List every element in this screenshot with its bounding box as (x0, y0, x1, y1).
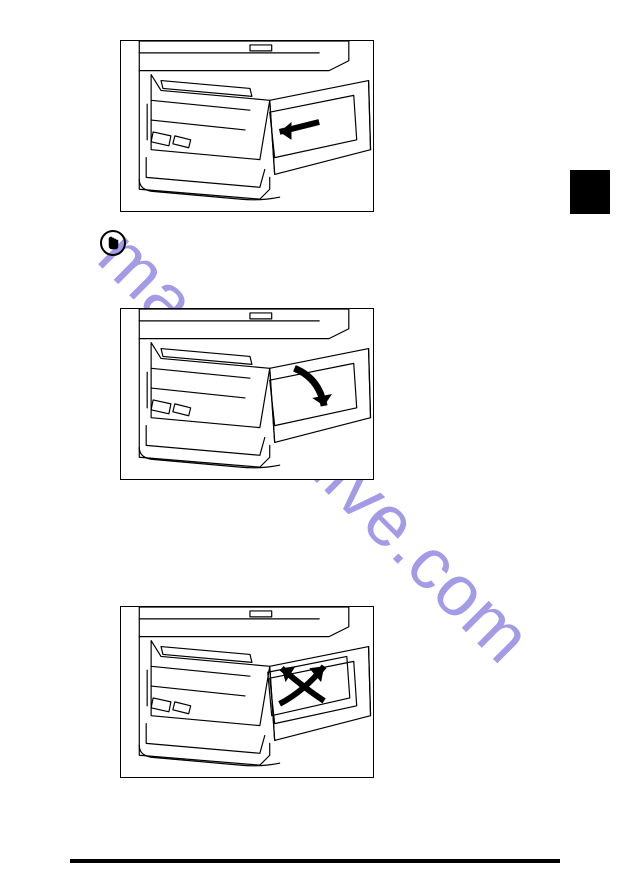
manual-page: manualshive.com (0, 0, 630, 893)
printer-illustration-1 (121, 41, 373, 211)
chapter-tab (570, 170, 610, 214)
important-hand-icon (100, 230, 126, 256)
arrow-straight-icon (280, 122, 320, 140)
figure-printer-2 (120, 308, 374, 480)
arrow-curved-down-icon (294, 368, 332, 406)
printer-illustration-2 (121, 309, 373, 479)
footer-separator (70, 859, 560, 863)
figure-printer-1 (120, 40, 374, 212)
printer-illustration-3 (121, 607, 373, 777)
figure-printer-3 (120, 606, 374, 778)
